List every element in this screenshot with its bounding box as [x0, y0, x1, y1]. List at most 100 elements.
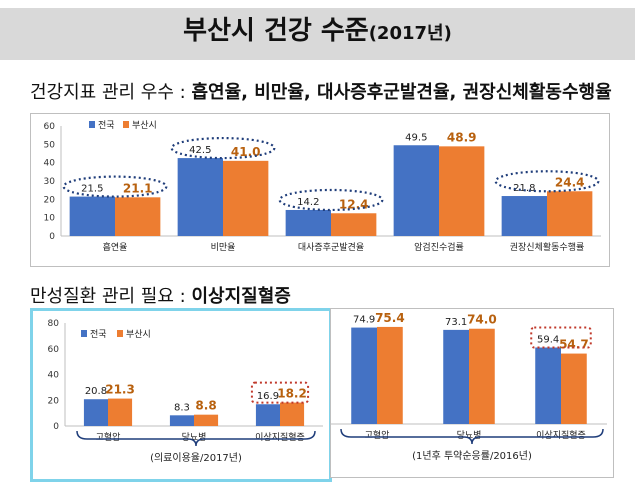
- data-label-busan: 54.7: [559, 338, 589, 352]
- data-label-busan: 21.1: [123, 181, 153, 195]
- x-tick-label: 비만율: [211, 242, 236, 253]
- bracket: [340, 428, 604, 445]
- bar-national: [351, 327, 377, 424]
- data-label-busan: 48.9: [447, 130, 477, 144]
- x-tick-label: 이상지질혈증: [536, 429, 586, 441]
- data-label-national: 59.4: [537, 335, 559, 346]
- y-tick-label: 40: [48, 371, 60, 381]
- bar-busan: [469, 328, 495, 424]
- chart-panel-indicators: 0 10 20 30 40 50 60 21.5 21.1 흡연율 42.5 41.0 비만율 14.2 1…: [30, 113, 610, 267]
- y-tick-label: 40: [44, 159, 56, 169]
- x-tick-label: 권장신체활동수행률: [510, 241, 585, 253]
- legend-label-busan: 부산시: [126, 329, 151, 340]
- bracket-label: (의료이용율/2017년): [150, 452, 242, 464]
- section1-highlight: 흡연율, 비만율, 대사증후군발견율, 권장신체활동수행율: [191, 82, 612, 103]
- data-label-busan: 18.2: [277, 387, 307, 401]
- chart-panel-medical-use: 0 20 40 60 80 20.8 21.3 고혈압 8.3 8.8 당뇨병 16.9 18.2 이상지…: [30, 308, 332, 482]
- y-tick-label: 20: [44, 195, 56, 205]
- data-label-busan: 24.4: [555, 175, 585, 189]
- x-tick-label: 이상지질혈증: [255, 431, 305, 443]
- y-tick-label: 0: [49, 232, 55, 242]
- bar-busan: [280, 402, 305, 426]
- section2-highlight: 이상지질혈증: [191, 286, 291, 307]
- data-label-busan: 12.4: [339, 197, 369, 211]
- bar-busan: [561, 353, 587, 424]
- data-label-national: 42.5: [189, 145, 211, 156]
- bar-national: [169, 415, 194, 426]
- section2-label-text: 만성질환 관리 필요 :: [30, 286, 186, 307]
- bar-busan: [115, 197, 161, 236]
- y-tick-label: 20: [48, 396, 60, 406]
- page-title-year: (2017년): [368, 23, 452, 44]
- highlight-box: [250, 381, 310, 404]
- bar-national: [177, 158, 223, 236]
- bracket: [76, 430, 316, 447]
- x-tick-label: 고혈압: [96, 431, 121, 443]
- y-tick-label: 60: [48, 345, 60, 355]
- y-tick-label: 0: [53, 422, 59, 432]
- section2-label: 만성질환 관리 필요 : 이상지질혈증: [30, 282, 291, 308]
- data-label-busan: 8.8: [195, 399, 216, 413]
- bar-busan: [377, 326, 403, 424]
- data-label-national: 74.9: [353, 315, 375, 326]
- bar-national: [255, 404, 280, 426]
- bar-busan: [108, 398, 133, 426]
- data-label-busan: 75.4: [375, 311, 405, 325]
- y-tick-label: 30: [44, 177, 56, 187]
- data-label-national: 49.5: [405, 132, 427, 143]
- bar-national: [285, 209, 331, 236]
- legend-label-busan: 부산시: [132, 120, 157, 131]
- y-tick-label: 80: [48, 319, 60, 329]
- bar-national: [535, 347, 561, 424]
- chart-adherence: 74.9 75.4 고혈압 73.1 74.0 당뇨병 59.4 54.7 이상지질혈증 (1년후…: [331, 311, 607, 462]
- data-label-national: 21.5: [81, 184, 103, 195]
- bar-national: [83, 399, 108, 426]
- chart-medical-use: 0 20 40 60 80 20.821.3 고혈압 8.3 8.8 당뇨병 16.918.2 이상지…: [48, 319, 323, 464]
- x-tick-label: 대사증후군발견율: [298, 241, 364, 253]
- bar-national: [69, 196, 115, 236]
- chart-indicators: 0 10 20 30 40 50 60 21.5 21.1 흡연율 42.5 41.0 비만율 14.2 1…: [44, 120, 601, 253]
- page-title-main: 부산시 건강 수준: [183, 16, 369, 46]
- bar-busan: [331, 213, 377, 236]
- section1-label-text: 건강지표 관리 우수 :: [30, 82, 186, 103]
- bar-busan: [439, 146, 485, 236]
- highlight-ellipse: [62, 175, 168, 198]
- bar-national: [501, 196, 547, 236]
- legend-swatch-national: [89, 121, 95, 128]
- title-band: [0, 8, 635, 60]
- highlight-ellipse: [170, 136, 276, 160]
- y-tick-label: 60: [44, 122, 56, 132]
- bar-national: [443, 329, 469, 424]
- x-tick-label: 고혈압: [365, 429, 390, 441]
- data-label-busan: 74.0: [467, 313, 497, 327]
- legend-swatch-busan: [123, 121, 129, 128]
- legend-swatch-busan: [117, 330, 123, 337]
- x-tick-label: 암검진수검률: [414, 241, 464, 253]
- bar-busan: [194, 414, 219, 426]
- data-label-national: 20.8: [85, 386, 107, 397]
- x-tick-label: 당뇨병: [182, 432, 207, 443]
- highlight-ellipse: [278, 188, 384, 212]
- data-label-national: 21.8: [513, 183, 535, 194]
- data-label-busan: 21.3: [105, 383, 135, 397]
- data-label-national: 73.1: [445, 317, 467, 328]
- legend-swatch-national: [81, 330, 87, 337]
- data-label-national: 16.9: [257, 391, 279, 402]
- legend-label-national: 전국: [98, 120, 115, 131]
- highlight-box: [530, 326, 592, 349]
- bar-busan: [223, 160, 269, 236]
- data-label-national: 8.3: [174, 402, 190, 413]
- highlight-ellipse: [494, 170, 600, 193]
- data-label-busan: 41.0: [231, 145, 261, 159]
- bar-national: [393, 145, 439, 236]
- x-tick-label: 당뇨병: [457, 430, 482, 441]
- data-label-national: 14.2: [297, 197, 319, 208]
- legend-label-national: 전국: [90, 329, 107, 340]
- chart-panel-adherence: 74.9 75.4 고혈압 73.1 74.0 당뇨병 59.4 54.7 이상지질혈증 (1년후…: [330, 308, 614, 478]
- x-tick-label: 흡연율: [103, 241, 128, 253]
- bracket-label: (1년후 투약순응률/2016년): [412, 450, 532, 462]
- section1-label: 건강지표 관리 우수 : 흡연율, 비만율, 대사증후군발견율, 권장신체활동수…: [30, 78, 612, 104]
- y-tick-label: 10: [44, 214, 56, 224]
- bar-busan: [547, 191, 593, 236]
- y-tick-label: 50: [44, 140, 56, 150]
